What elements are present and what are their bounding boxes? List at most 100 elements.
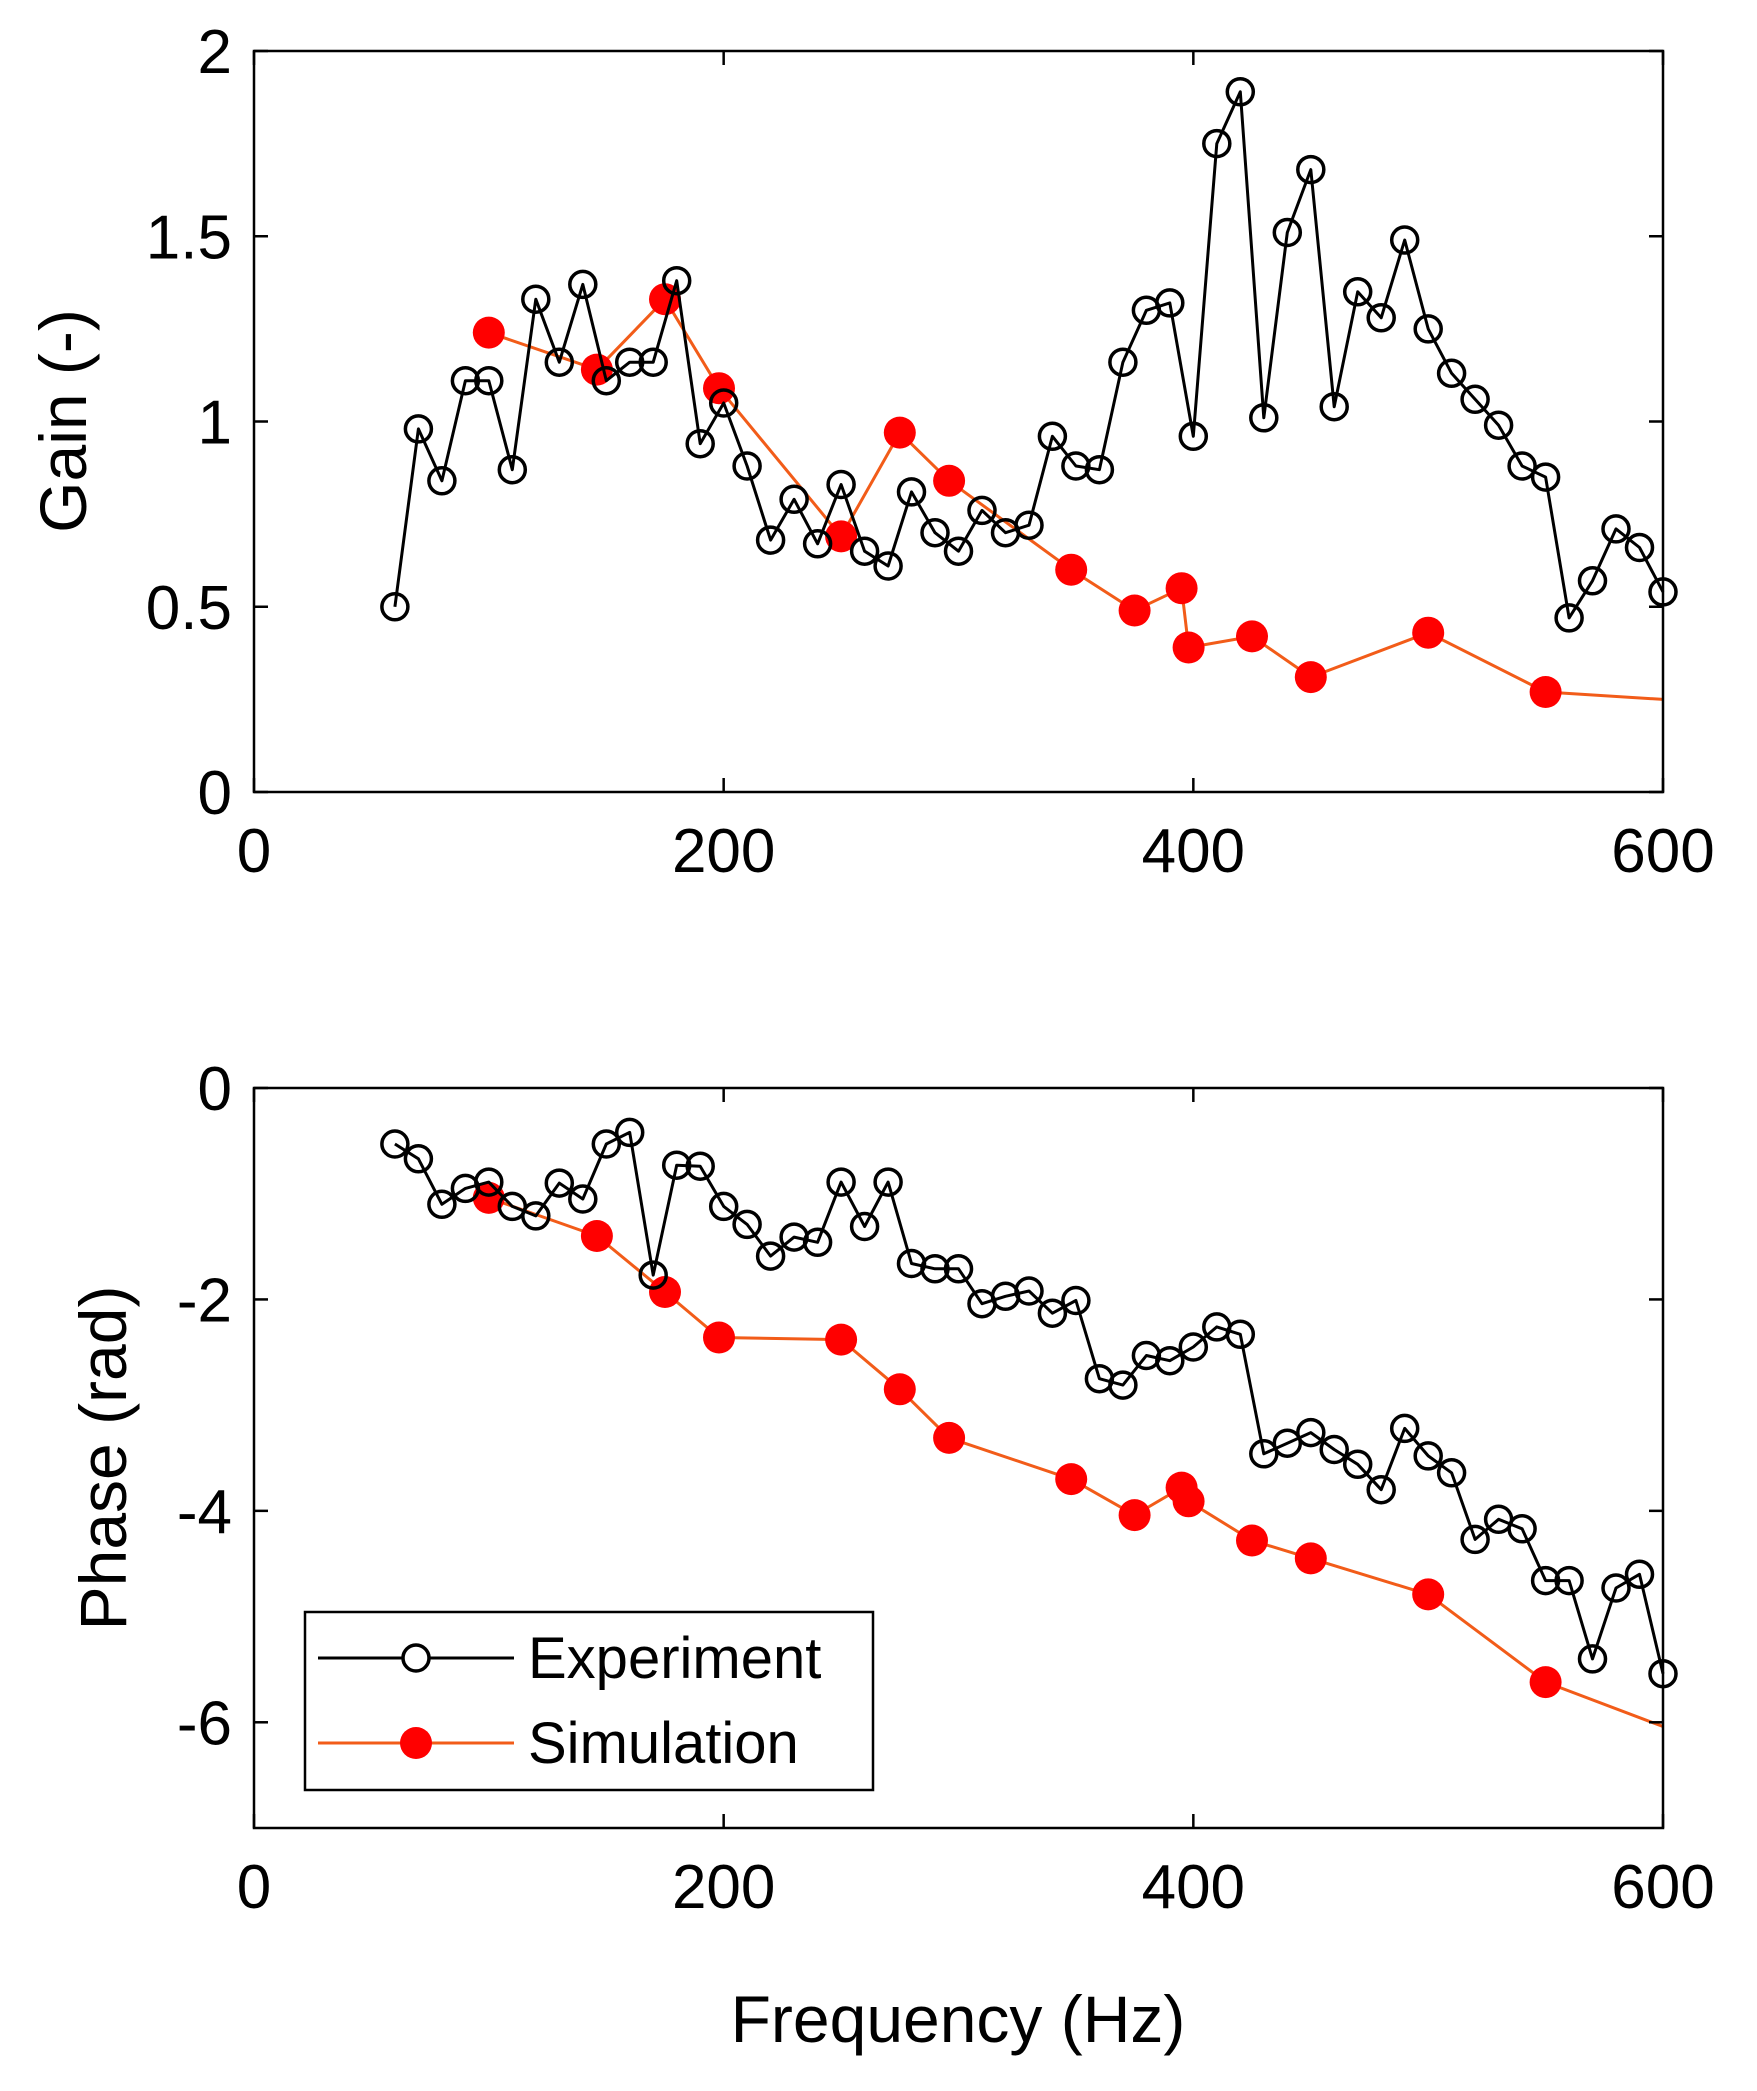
gain-experiment-point [1413, 314, 1443, 344]
gain-simulation-point [1236, 620, 1268, 653]
gain-experiment-point [427, 466, 457, 496]
gain-experiment-point [1389, 225, 1420, 255]
gain-experiment-point [1155, 288, 1185, 318]
gain-simulation-line [488, 297, 1664, 701]
gain-experiment-point [1272, 217, 1303, 248]
gain-simulation-point [1529, 676, 1562, 708]
phase-experiment-point [403, 1144, 434, 1174]
gain-xtick-label: 0 [237, 817, 271, 886]
gain-experiment-point [614, 347, 645, 377]
gain-experiment-point [685, 428, 715, 459]
phase-experiment-point [1624, 1559, 1655, 1590]
phase-experiment-point [1225, 1319, 1256, 1350]
legend-experiment-label: Experiment [528, 1626, 821, 1691]
gain-experiment-point [380, 592, 410, 622]
legend-experiment-marker [401, 1643, 431, 1673]
gain-simulation-point [883, 416, 916, 449]
phase-simulation-point [1172, 1485, 1205, 1518]
gain-experiment-point [1366, 303, 1396, 333]
gain-simulation-point [933, 464, 966, 497]
phase-plot: 0 200 400 600 -6 -4 -2 0 Phase (rad) Frequency … [66, 1055, 1715, 2056]
gain-experiment-point [521, 284, 551, 314]
gain-experiment-point [732, 451, 762, 481]
phase-experiment-point [1436, 1458, 1467, 1488]
gain-experiment-point [849, 536, 880, 566]
phase-experiment-point [1507, 1514, 1537, 1544]
phase-ytick-label: -2 [177, 1266, 232, 1335]
gain-experiment-point [802, 529, 833, 559]
gain-simulation-point [1055, 553, 1088, 586]
gain-experiment-point [1342, 277, 1373, 307]
phase-series-layer [380, 1117, 1678, 1728]
gain-experiment-point [591, 365, 622, 396]
gain-experiment-point [1624, 532, 1655, 563]
gain-experiment-point [1225, 77, 1256, 107]
phase-experiment-point [568, 1184, 598, 1214]
phase-experiment-point [1413, 1441, 1443, 1471]
phase-experiment-point [1342, 1449, 1373, 1480]
gain-experiment-point [1601, 514, 1631, 544]
gain-experiment-point [755, 525, 786, 555]
gain-simulation-point [1118, 594, 1151, 627]
gain-experiment-point [450, 365, 481, 396]
legend-simulation-label: Simulation [528, 1711, 799, 1776]
phase-experiment-point [1155, 1345, 1185, 1376]
phase-simulation-point [883, 1373, 916, 1406]
phase-experiment-point [1108, 1370, 1138, 1400]
phase-experiment-point [826, 1167, 856, 1197]
phase-experiment-point [427, 1189, 457, 1220]
gain-experiment-point [896, 477, 927, 507]
gain-simulation-point [703, 372, 735, 405]
phase-experiment-point [1037, 1298, 1068, 1328]
gain-experiment-point [568, 269, 598, 300]
phase-experiment-point [1178, 1332, 1209, 1362]
gain-series-layer [380, 77, 1678, 708]
legend: Experiment Simulation [303, 1610, 875, 1792]
phase-experiment-point [474, 1167, 504, 1197]
gain-simulation-point [1165, 572, 1198, 605]
phase-simulation-point [825, 1323, 858, 1356]
gain-simulation-point [1294, 661, 1327, 694]
gain-xtick-label: 600 [1611, 817, 1714, 886]
gain-experiment-point [1014, 510, 1044, 540]
phase-experiment-point [685, 1151, 715, 1181]
phase-y-axis-label: Phase (rad) [66, 1286, 140, 1631]
gain-experiment-point [474, 365, 504, 396]
phase-simulation-point [1055, 1463, 1088, 1496]
gain-experiment-point [1296, 154, 1326, 185]
x-axis-label: Frequency (Hz) [731, 1982, 1186, 2056]
gain-experiment-point [1507, 451, 1537, 481]
gain-experiment-point [826, 469, 856, 500]
gain-experiment-line [393, 90, 1665, 620]
phase-experiment-point [1530, 1565, 1561, 1596]
phase-simulation-point [1412, 1578, 1445, 1611]
gain-ytick-label: 1.5 [146, 203, 232, 272]
gain-experiment-point [1483, 410, 1514, 440]
legend-box [303, 1610, 875, 1792]
phase-simulation-point [1118, 1499, 1151, 1532]
phase-experiment-point [1601, 1573, 1631, 1603]
gain-simulation-point [825, 520, 858, 553]
gain-experiment-point [1577, 566, 1608, 596]
gain-experiment-point [1554, 603, 1584, 633]
gain-simulation-point [1412, 616, 1445, 649]
phase-ytick-label: -4 [177, 1478, 232, 1547]
gain-experiment-point [1436, 358, 1467, 389]
phase-experiment-point [1014, 1276, 1044, 1306]
gain-experiment-point [1319, 391, 1349, 422]
phase-experiment-point [614, 1117, 645, 1148]
gain-experiment-point [544, 347, 575, 377]
phase-simulation-point [703, 1321, 735, 1354]
phase-experiment-point [1389, 1413, 1420, 1444]
phase-simulation-point [649, 1276, 681, 1308]
gain-experiment-point [920, 517, 950, 548]
phase-experiment-point [1061, 1285, 1091, 1316]
gain-ytick-label: 1 [198, 389, 232, 458]
gain-experiment-point [497, 454, 528, 485]
gain-simulation-point [1172, 631, 1205, 664]
phase-experiment-point [943, 1254, 974, 1284]
phase-experiment-point [802, 1227, 833, 1258]
gain-experiment-point [661, 265, 692, 296]
phase-simulation-point [1236, 1524, 1268, 1557]
